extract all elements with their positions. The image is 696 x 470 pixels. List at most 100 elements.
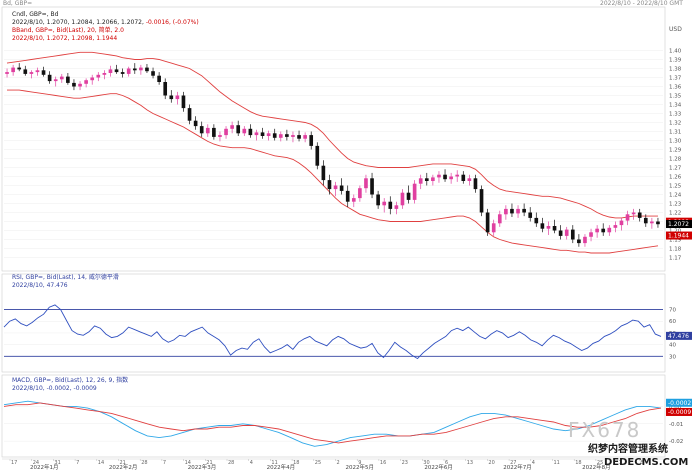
x-day-label: 18 — [575, 460, 581, 466]
candle-body — [552, 226, 557, 231]
candle-body — [291, 135, 295, 137]
candle-body — [504, 208, 508, 215]
candle-body — [497, 214, 502, 224]
macd-line-1 — [3, 402, 662, 444]
x-day-label: 8 — [640, 460, 643, 466]
y-tick-label: 1.28 — [669, 157, 682, 163]
rsi-plot-frame — [1, 273, 666, 373]
candle-body — [169, 95, 174, 100]
price-tag-1-label: 1.2072 — [668, 221, 689, 228]
candle-body — [558, 230, 563, 236]
price-panel[interactable]: USD 1.40 1.39 1.38 1.37 1.36 1.35 1.34 1.33 1.32… — [1, 6, 692, 272]
y-tick-label: 1.35 — [669, 94, 682, 100]
candle-body — [370, 178, 374, 195]
candle-body — [23, 69, 28, 74]
x-day-label: 7 — [76, 460, 79, 466]
y-tick-label: 1.17 — [669, 256, 682, 262]
candle-body — [126, 68, 131, 74]
candle-body — [35, 70, 40, 73]
y-tick-label: 1.29 — [669, 148, 682, 154]
macd-plot-frame — [1, 374, 666, 458]
candle-body — [601, 228, 606, 233]
candle-body — [461, 174, 466, 181]
candle-body — [650, 221, 654, 224]
y-tick-label: 1.40 — [669, 49, 682, 55]
price-legend: Cndl, GBP=, Bd 2022/8/10, 1.2070, 1.2084… — [12, 11, 199, 42]
price-tag-1-bg — [666, 220, 692, 229]
candle-body — [151, 71, 155, 76]
x-month-label: 2022年1月 — [30, 463, 59, 470]
candle-body — [72, 82, 76, 87]
y-tick-label: 70 — [669, 308, 676, 314]
candle-body — [102, 73, 107, 75]
x-day-label: 28 — [141, 460, 147, 466]
candle-body — [394, 205, 399, 209]
candle-body — [339, 185, 344, 191]
candle-body — [473, 178, 478, 190]
price-legend-line-1: Cndl, GBP=, Bd — [12, 11, 59, 18]
candle-body — [315, 145, 320, 166]
rsi-level-lines — [4, 309, 663, 357]
candle-body — [47, 74, 52, 82]
rsi-legend-line-1: RSI, GBP=, Bid(Last), 14, 威尔德平滑 — [12, 273, 119, 281]
y-tick-label: 1.37 — [669, 76, 682, 82]
candle-body — [546, 226, 551, 229]
candle-body — [297, 135, 301, 139]
rsi-panel[interactable]: 7060504030 47.476 RSI, GBP=, Bid(Last), … — [1, 273, 692, 373]
window-title-right: 2022/8/10 - 2022/8/10 GMT — [600, 0, 683, 7]
candle-body — [17, 67, 22, 70]
x-month-label: 2022年2月 — [109, 463, 138, 470]
macd-legend: MACD, GBP=, Bid(Last), 12, 26, 9, 指数 202… — [12, 376, 128, 392]
candle-body — [406, 192, 411, 200]
candle-body — [388, 201, 393, 209]
candle-body — [631, 212, 636, 215]
candle-body — [29, 72, 34, 74]
price-tag-2-label: 1.1944 — [668, 233, 689, 240]
bollinger-upper-band — [6, 51, 658, 219]
candle-body — [321, 165, 326, 181]
x-day-label: 23 — [402, 460, 408, 466]
watermark-url: DEDECMS.COM — [604, 457, 688, 468]
candle-body — [266, 133, 271, 136]
candle-body — [108, 69, 113, 73]
time-x-axis: 17 24 31 7 14 21 28 7 14 21 28 4 11 18 25 2 9 16 23 30 6 13 20… — [2, 458, 665, 470]
x-day-label: 2 — [337, 460, 340, 466]
macd-y-axis: 0.00 -0.01 -0.02 — [669, 404, 683, 445]
candle-body — [327, 180, 332, 190]
x-day-label: 31 — [54, 460, 60, 466]
macd-tags: -0.0002 -0.0009 — [666, 398, 692, 416]
macd-legend-line-2: 2022/8/10, -0.0002, -0.0009 — [12, 385, 97, 392]
x-day-label: 17 — [11, 460, 17, 466]
y-tick-label: 1.19 — [669, 238, 682, 244]
y-tick-label: -0.02 — [669, 439, 683, 445]
x-day-label: 25 — [597, 460, 603, 466]
candle-body — [534, 217, 539, 224]
candle-body — [90, 77, 95, 81]
candle-body — [248, 128, 253, 136]
macd-legend-line-1: MACD, GBP=, Bid(Last), 12, 26, 9, 指数 — [12, 376, 128, 384]
rsi-tags: 47.476 — [666, 331, 692, 340]
candle-body — [66, 76, 70, 83]
y-tick-label: 60 — [669, 319, 676, 325]
candle-body — [400, 192, 405, 206]
macd-gridlines — [4, 406, 663, 442]
candle-body — [364, 178, 368, 189]
candle-body — [345, 190, 350, 202]
candle-body — [84, 80, 88, 84]
candle-body — [625, 214, 630, 221]
macd-tag-1-bg — [666, 407, 692, 416]
y-tick-label: 1.27 — [669, 166, 682, 172]
price-legend-line-2: 2022/8/10, 1.2070, 1.2084, 1.2066, 1.207… — [12, 19, 199, 26]
x-day-label: 14 — [98, 460, 104, 466]
candle-body — [564, 229, 569, 236]
candle-body — [577, 239, 581, 244]
candle-body — [132, 68, 137, 71]
macd-tag-1-label: -0.0009 — [668, 409, 691, 416]
candle-body — [455, 174, 460, 177]
x-day-label: 28 — [228, 460, 234, 466]
macd-panel[interactable]: 0.00 -0.01 -0.02 -0.0002 -0.0009 MACD, GBP=… — [1, 374, 692, 458]
x-month-label: 2022年7月 — [503, 463, 532, 470]
candle-body — [59, 76, 64, 80]
candle-body — [510, 208, 514, 214]
window-title-left: Bd, GBP= — [3, 0, 32, 7]
